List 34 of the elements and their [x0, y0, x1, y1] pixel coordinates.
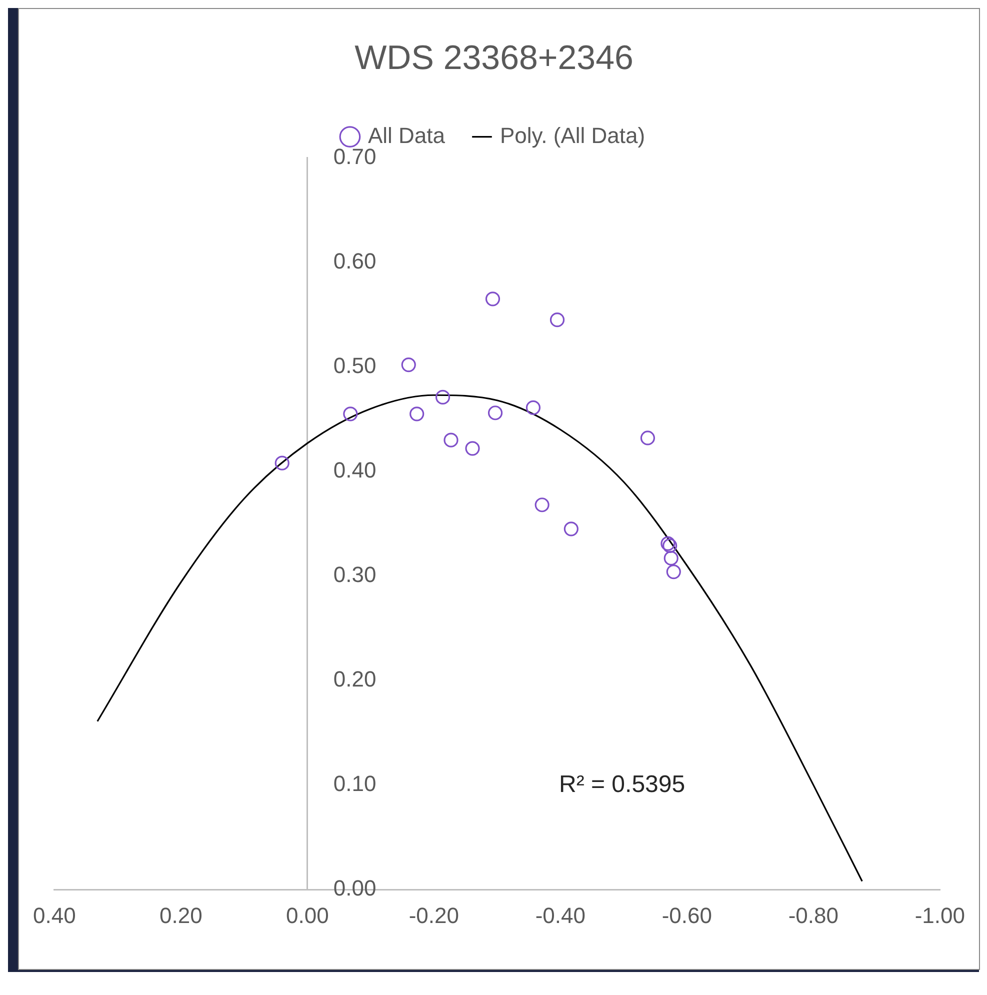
point [640, 430, 656, 446]
point [564, 522, 578, 536]
x-tick-label: 0.40 [32, 902, 76, 928]
point [534, 498, 550, 512]
point [488, 406, 503, 420]
point [664, 550, 678, 566]
y-tick-label: 0.50 [333, 352, 376, 378]
point [274, 456, 290, 470]
point [465, 441, 480, 456]
x-tick-label: -0.40 [535, 902, 586, 928]
annotation: R² = 0.5395 [559, 771, 686, 799]
point [401, 357, 416, 372]
point [343, 406, 358, 422]
point [444, 432, 458, 448]
x-tick-label: -1.00 [914, 902, 966, 928]
chart-title: WDS 23368+2346 [354, 38, 634, 77]
y-tick-label: 0.10 [333, 771, 376, 796]
x-tick-label: -0.60 [662, 902, 712, 928]
y-tick-label: 0.00 [333, 876, 376, 901]
point [410, 406, 424, 422]
legend-label: Poly. (All Data) [500, 122, 646, 148]
point [526, 400, 541, 415]
y-tick-label: 0.30 [333, 562, 376, 588]
y-tick-label: 0.60 [333, 248, 376, 274]
y-tick-label: 0.20 [333, 666, 376, 692]
x-tick-label: -0.20 [408, 902, 459, 928]
point [435, 390, 450, 405]
x-tick-label: 0.00 [286, 902, 329, 928]
x-tick-label: -0.80 [788, 902, 839, 928]
point [666, 564, 681, 580]
point [550, 312, 565, 328]
x-tick-label: 0.20 [160, 902, 202, 928]
y-tick-label: 0.40 [333, 457, 376, 482]
point [485, 292, 500, 306]
